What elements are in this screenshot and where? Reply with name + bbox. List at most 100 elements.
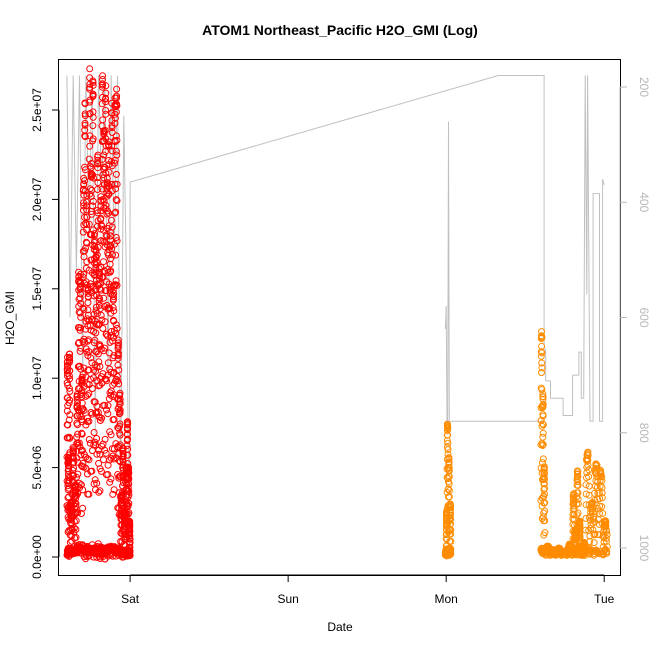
orange-series-point	[444, 431, 452, 439]
orange-series-point	[591, 496, 599, 504]
orange-series-point	[574, 509, 582, 517]
red-series-point	[80, 463, 88, 471]
red-series-point	[126, 539, 134, 547]
red-series-point	[90, 238, 98, 246]
orange-series-point	[590, 531, 598, 539]
orange-series-point	[539, 393, 547, 401]
orange-series-point	[445, 460, 453, 468]
red-series-point	[107, 216, 115, 224]
red-series-point	[99, 72, 107, 80]
red-series-point	[109, 490, 117, 498]
orange-series-point	[570, 511, 578, 519]
orange-series-point	[539, 455, 547, 463]
orange-series-point	[446, 512, 454, 519]
red-series-point	[65, 416, 73, 424]
red-series-point	[81, 247, 89, 255]
red-series-point	[100, 258, 107, 266]
orange-series-layer	[441, 328, 611, 560]
red-series-point	[82, 325, 90, 333]
orange-series-point	[540, 472, 548, 480]
red-series-point	[98, 155, 106, 163]
red-series-point	[86, 65, 94, 73]
red-series-point	[112, 251, 120, 259]
red-series-point	[85, 417, 93, 425]
y2-tick-label: 800	[637, 423, 650, 443]
x-tick-label: Mon	[434, 592, 457, 606]
red-series-point	[92, 441, 99, 449]
red-series-point	[80, 180, 88, 188]
y2-tick-label: 600	[637, 307, 650, 327]
red-series-point	[126, 523, 134, 531]
orange-series-point	[573, 511, 581, 519]
red-series-point	[89, 81, 97, 89]
orange-series-point	[576, 533, 584, 541]
orange-series-point	[590, 539, 598, 547]
red-series-point	[93, 450, 101, 458]
orange-series-point	[598, 473, 606, 481]
x-axis: Sat Sun Mon Tue	[121, 574, 615, 606]
y-axis: 0.0e+00 5.0e+06 1.0e+07 1.5e+07 2.0e+07 2.5e+…	[30, 88, 60, 579]
orange-series-point	[589, 526, 597, 534]
orange-series-point	[539, 403, 547, 410]
red-series-point	[95, 321, 103, 329]
orange-series-point	[584, 461, 592, 469]
red-series-point	[113, 136, 121, 144]
red-series-point	[66, 411, 74, 419]
red-series-point	[85, 456, 93, 464]
red-series-point	[100, 198, 108, 206]
red-series-layer	[63, 65, 134, 563]
orange-series-point	[538, 369, 545, 377]
red-series-point	[94, 157, 102, 164]
orange-series-point	[574, 473, 582, 481]
red-series-point	[102, 82, 110, 90]
y-axis-label: H2O_GMI	[3, 291, 17, 345]
orange-series-point	[603, 543, 611, 551]
red-series-point	[89, 135, 97, 143]
orange-series-point	[589, 513, 597, 521]
orange-series-point	[603, 527, 611, 535]
red-series-point	[108, 129, 116, 136]
red-series-point	[91, 242, 99, 250]
red-series-point	[66, 387, 74, 395]
red-series-point	[107, 255, 114, 263]
red-series-point	[102, 98, 110, 106]
red-series-point	[82, 278, 90, 286]
red-series-point	[86, 85, 94, 93]
red-series-point	[97, 467, 105, 475]
red-series-point	[64, 394, 72, 402]
red-series-point	[85, 348, 93, 355]
y2-tick-label: 1000	[637, 535, 650, 562]
red-series-point	[81, 99, 89, 107]
y-tick-label: 2.5e+07	[30, 88, 44, 132]
red-series-point	[126, 551, 134, 559]
red-series-point	[94, 186, 101, 193]
red-series-point	[81, 110, 89, 118]
red-series-point	[125, 491, 133, 499]
pressure-trace-segment	[444, 305, 448, 422]
orange-series-point	[576, 523, 584, 531]
red-series-point	[84, 455, 92, 463]
red-series-point	[65, 484, 73, 492]
orange-series-point	[582, 481, 590, 489]
red-series-point	[68, 526, 76, 534]
red-series-point	[124, 548, 132, 556]
red-series-point	[113, 281, 121, 289]
red-series-point	[83, 221, 91, 229]
orange-series-point	[445, 480, 453, 488]
orange-series-point	[444, 485, 452, 493]
red-series-point	[92, 254, 100, 262]
red-series-point	[90, 310, 98, 318]
red-series-point	[111, 180, 119, 188]
red-series-point	[94, 160, 102, 168]
red-series-point	[125, 465, 133, 473]
x-axis-label: Date	[327, 620, 353, 634]
red-series-point	[89, 79, 97, 86]
red-series-point	[75, 439, 83, 447]
x-tick-label: Tue	[594, 592, 615, 606]
red-series-point	[87, 354, 95, 362]
red-series-point	[79, 504, 87, 512]
red-series-point	[96, 381, 104, 389]
red-series-point	[99, 325, 107, 332]
red-series-point	[113, 102, 121, 110]
red-series-point	[64, 421, 72, 429]
